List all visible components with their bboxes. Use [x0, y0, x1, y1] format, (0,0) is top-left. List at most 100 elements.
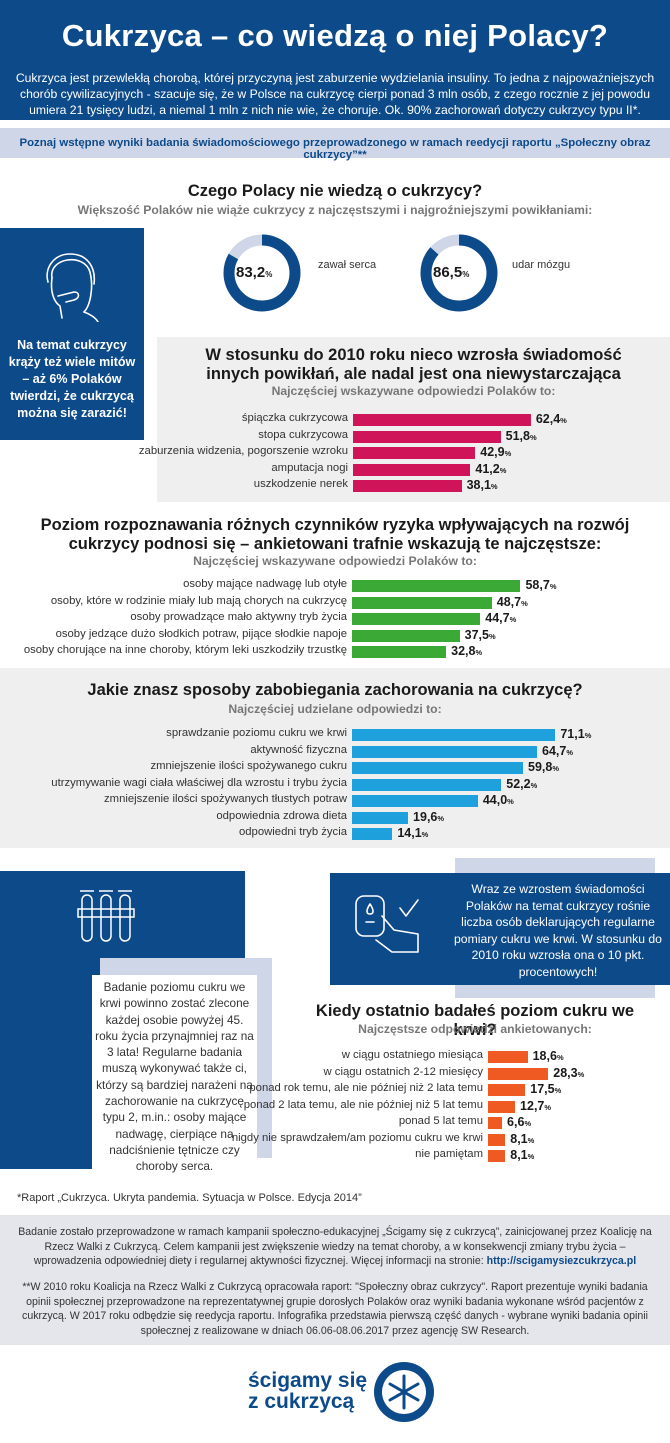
bar-value: 44,7%	[485, 611, 517, 625]
bar-label: osoby prowadzące mało aktywny tryb życia	[130, 611, 347, 623]
coalition-logo	[374, 1362, 434, 1422]
bar-value: 14,1%	[397, 826, 429, 840]
section4-panel	[0, 668, 670, 848]
bar-value: 41,2%	[475, 461, 507, 476]
bar-label: zaburzenia widzenia, pogorszenie wzroku	[138, 445, 348, 457]
ring-heart-attack	[223, 234, 301, 312]
ring-arc	[223, 234, 301, 312]
bar	[488, 1150, 506, 1162]
bar	[488, 1117, 503, 1129]
bar-value: 32,8%	[451, 644, 483, 658]
bar	[488, 1100, 516, 1113]
bar-label: zmniejszenie ilości spożywanych tłustych…	[104, 793, 347, 805]
right-info-panel	[330, 873, 670, 985]
bar-value: 71,1%	[560, 727, 592, 741]
bar-label: ponad rok temu, ale nie później niż 2 la…	[249, 1082, 483, 1094]
bar-label: stopa cukrzycowa	[258, 428, 348, 441]
footer-report: **W 2010 roku Koalicja na Rzecz Walki z …	[22, 1281, 648, 1337]
bar	[352, 580, 521, 592]
complications-bar-chart: śpiączka cukrzycowa 62,4% stopa cukrzycowa…	[0, 412, 670, 494]
bar-label: śpiączka cukrzycowa	[241, 412, 348, 424]
section5-title: Kiedy ostatnio badałeś poziom cukru we k…	[315, 1002, 635, 1039]
section1-subtitle: Większość Polaków nie wiąże cukrzycy z n…	[77, 203, 593, 217]
bar-label: w ciągu ostatnich 2-12 miesięcy	[323, 1065, 484, 1078]
header-banner	[0, 0, 670, 120]
bar-label: osoby chorujące na inne choroby, którym …	[23, 644, 347, 656]
bar-value: 17,5%	[530, 1082, 562, 1096]
ring-label: udar mózgu	[512, 259, 571, 271]
bar	[352, 646, 447, 658]
section4-subtitle: Najczęściej udzielane odpowiedzi to:	[228, 702, 442, 716]
bar-value: 38,1%	[466, 478, 498, 492]
bar	[352, 729, 556, 741]
left-info-text: Badanie poziomu cukru we krwi powinno zo…	[92, 975, 257, 1179]
bar-value: 37,5%	[464, 627, 496, 642]
survey-band	[0, 128, 670, 158]
section2-title-line1: W stosunku do 2010 roku nieco wzrosła św…	[205, 346, 622, 364]
section1-title: Czego Polacy nie wiedzą o cukrzycy?	[187, 182, 483, 200]
prevention-bar-chart: sprawdzanie poziomu cukru we krwi 71,1% ak…	[0, 727, 670, 842]
bar-label: osoby mające nadwagę lub otyłe	[183, 578, 347, 590]
campaign-logo: ścigamy się z cukrzycą	[248, 1370, 367, 1412]
campaign-link[interactable]: http://scigamysiezcukrzyca.pl	[486, 1255, 637, 1267]
bar-label: nigdy nie sprawdzałem/am poziomu cukru w…	[231, 1131, 483, 1144]
section3-title-line2: cukrzycy podnosi się – ankietowani trafn…	[68, 535, 602, 553]
bar	[488, 1084, 526, 1096]
section2-subtitle: Najczęściej wskazywane odpowiedzi Polakó…	[271, 384, 556, 398]
last-test-bar-chart: w ciągu ostatniego miesiąca 18,6% w ciągu …	[0, 1049, 670, 1164]
bar-value: 51,8%	[505, 428, 537, 443]
bar-label: amputacja nogi	[271, 461, 348, 474]
bar-label: nie pamiętam	[415, 1148, 483, 1160]
ring-value: 86,5%	[433, 264, 470, 281]
bar-label: uszkodzenie nerek	[253, 478, 348, 490]
bar	[488, 1067, 549, 1080]
footer-panel	[0, 1215, 670, 1345]
bar	[352, 811, 409, 824]
risk-factors-bar-chart: osoby mające nadwagę lub otyłe 58,7% osoby…	[0, 578, 670, 660]
ring-label: zawał serca	[318, 259, 377, 271]
bar	[488, 1133, 506, 1146]
footer-campaign: Badanie zostało przeprowadzone w ramach …	[18, 1226, 652, 1267]
section4-title: Jakie znasz sposoby zabobiegania zachoro…	[87, 681, 583, 699]
bar-label: ponad 2 lata temu, ale nie później niż 5…	[243, 1098, 483, 1111]
footnote: *Raport „Cukrzyca. Ukryta pandemia. Sytu…	[17, 1192, 362, 1204]
page-title: Cukrzyca – co wiedzą o niej Polacy?	[61, 18, 609, 53]
section3-title-line1: Poziom rozpoznawania różnych czynników r…	[40, 516, 630, 534]
bar	[353, 430, 501, 443]
bar	[352, 596, 492, 609]
bar-label: osoby, które w rodzinie miały lub mają c…	[50, 594, 347, 607]
ring-value: 83,2%	[236, 264, 273, 281]
section2-title: W stosunku do 2010 roku nieco wzrosła św…	[157, 346, 670, 384]
bar-label: aktywność fizyczna	[250, 743, 347, 756]
bar-value: 18,6%	[532, 1049, 564, 1063]
bar-value: 59,8%	[528, 760, 560, 774]
section2-title-line2: innych powikłań, ale nadal jest ona niew…	[206, 365, 621, 383]
bar	[352, 762, 524, 774]
ring-arc	[420, 234, 498, 312]
bar	[488, 1051, 528, 1063]
ring-stroke	[420, 234, 498, 312]
bar-label: zmniejszenie ilości spożywanego cukru	[150, 760, 347, 772]
bar	[352, 613, 481, 625]
bar-value: 8,1%	[510, 1131, 535, 1146]
survey-band-text: Poznaj wstępne wyniki badania świadomośc…	[19, 137, 651, 161]
section5-subtitle: Najczęstsze odpowiedzi ankietowanych:	[358, 1022, 592, 1036]
bar-value: 48,7%	[496, 594, 528, 609]
logo-line1: ścigamy się	[248, 1369, 368, 1392]
section3-subtitle: Najczęściej wskazywane odpowiedzi Polakó…	[193, 554, 477, 568]
bar-value: 52,2%	[506, 776, 538, 791]
bar-value: 8,1%	[510, 1148, 535, 1162]
ring-charts	[223, 234, 498, 312]
bar-value: 12,7%	[520, 1098, 552, 1113]
bar-label: odpowiedni tryb życia	[238, 826, 347, 838]
intro-text: Cukrzyca jest przewlekłą chorobą, której…	[15, 71, 655, 117]
bar-label: odpowiednia zdrowa dieta	[216, 809, 347, 822]
bar-value: 6,6%	[507, 1115, 532, 1129]
bar-label: osoby jedzące dużo słodkich potraw, piją…	[55, 627, 347, 640]
bar-value: 58,7%	[525, 578, 557, 592]
bar	[353, 447, 476, 459]
bar-label: utrzymywanie wagi ciała właściwej dla wz…	[51, 776, 347, 789]
bar-value: 64,7%	[542, 743, 574, 758]
bar-value: 19,6%	[413, 809, 445, 824]
bar	[353, 414, 531, 426]
